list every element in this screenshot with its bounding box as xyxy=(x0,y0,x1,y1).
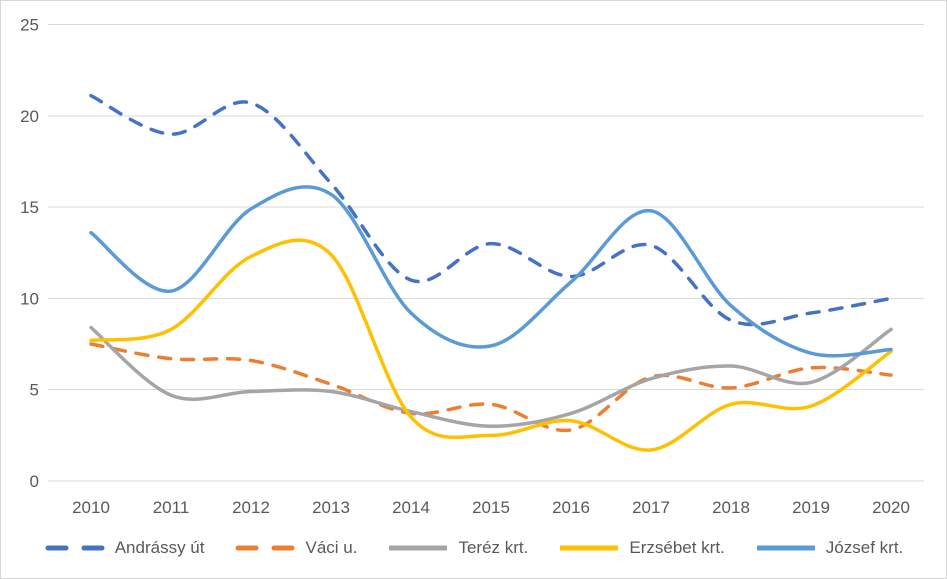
x-axis-tick-label: 2014 xyxy=(392,498,430,517)
x-axis-tick-label: 2018 xyxy=(712,498,750,517)
y-axis-tick-label: 20 xyxy=(20,107,39,126)
legend-swatch-dashed-line-icon xyxy=(235,545,295,551)
x-axis-tick-label: 2011 xyxy=(153,498,190,517)
x-axis-tick-label: 2019 xyxy=(792,498,830,517)
series-line-vaci-u[interactable] xyxy=(89,342,893,433)
legend-label: Teréz krt. xyxy=(458,538,529,557)
legend-item-erzsebet-krt[interactable]: Erzsébet krt. xyxy=(558,538,725,558)
legend: Andrássy út Váci u. Teréz krt. Erzsébet krt… xyxy=(1,535,946,561)
legend-label: Erzsébet krt. xyxy=(629,538,725,557)
legend-item-vaci-u[interactable]: Váci u. xyxy=(234,538,357,558)
x-axis-tick-label: 2016 xyxy=(552,498,590,517)
x-axis-tick-label: 2010 xyxy=(72,498,110,517)
series-line-andrassy-ut[interactable] xyxy=(89,93,893,327)
legend-label: Andrássy út xyxy=(114,538,205,557)
legend-item-terez-krt[interactable]: Teréz krt. xyxy=(387,538,528,558)
legend-item-andrassy-ut[interactable]: Andrássy út xyxy=(44,538,205,558)
y-axis-tick-label: 15 xyxy=(20,198,39,217)
y-axis-tick-label: 10 xyxy=(20,289,39,308)
legend-label: Váci u. xyxy=(305,538,358,557)
x-axis-tick-label: 2020 xyxy=(872,498,910,517)
x-axis-tick-label: 2012 xyxy=(232,498,270,517)
series-line-terez-krt[interactable] xyxy=(89,325,893,428)
y-axis-tick-label: 25 xyxy=(20,16,39,35)
legend-swatch-solid-line-icon xyxy=(560,545,619,551)
legend-item-jozsef-krt[interactable]: József krt. xyxy=(755,538,903,558)
legend-label: József krt. xyxy=(825,538,904,557)
legend-swatch-solid-line-icon xyxy=(756,545,815,551)
series-line-erzsebet-krt[interactable] xyxy=(89,238,893,452)
y-axis-tick-label: 0 xyxy=(30,472,39,491)
x-axis-tick-label: 2015 xyxy=(472,498,510,517)
legend-swatch-solid-line-icon xyxy=(389,545,448,551)
y-axis-tick-label: 5 xyxy=(30,381,39,400)
x-axis-tick-label: 2013 xyxy=(312,498,350,517)
legend-swatch-dashed-line-icon xyxy=(45,545,105,551)
series-line-jozsef-krt[interactable] xyxy=(89,185,893,358)
x-axis-tick-label: 2017 xyxy=(632,498,670,517)
